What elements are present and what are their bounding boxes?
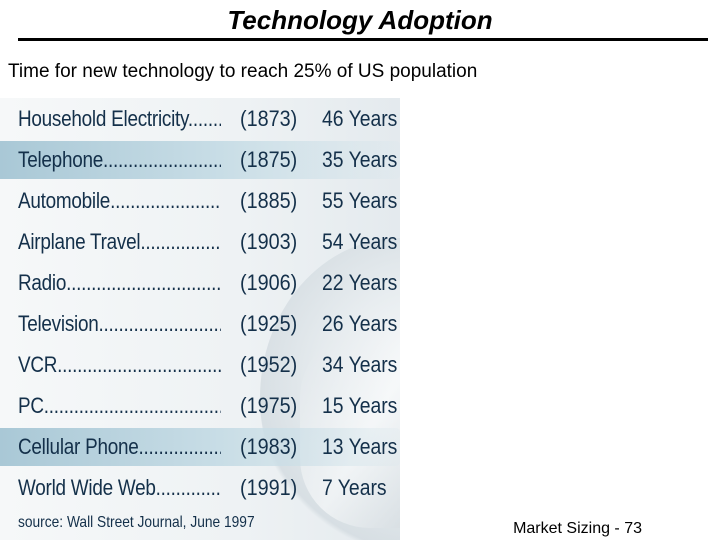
adoption-years: 34 Years bbox=[322, 352, 398, 377]
introduction-year: (1952) bbox=[240, 352, 298, 377]
adoption-years: 7 Years bbox=[322, 475, 387, 500]
title-underline bbox=[18, 38, 708, 41]
slide-title: Technology Adoption bbox=[227, 5, 493, 35]
adoption-years: 13 Years bbox=[322, 434, 398, 459]
adoption-years: 54 Years bbox=[322, 229, 398, 254]
adoption-years: 26 Years bbox=[322, 311, 398, 336]
table-row: Airplane Travel....................... (1… bbox=[0, 223, 400, 261]
introduction-year: (1875) bbox=[240, 147, 298, 172]
slide-subtitle: Time for new technology to reach 25% of … bbox=[8, 61, 478, 82]
introduction-year: (1906) bbox=[240, 270, 298, 295]
table-row: PC......................................… bbox=[0, 387, 400, 425]
adoption-years: 46 Years bbox=[322, 106, 398, 131]
technology-name: Cellular Phone........................ bbox=[18, 434, 221, 459]
introduction-year: (1991) bbox=[240, 475, 298, 500]
introduction-year: (1925) bbox=[240, 311, 298, 336]
table-row: World Wide Web..................... (1991… bbox=[0, 469, 400, 507]
table-row: Household Electricity............ (1873) 4… bbox=[0, 100, 400, 138]
adoption-table-image: Household Electricity............ (1873) 4… bbox=[0, 98, 400, 540]
introduction-year: (1903) bbox=[240, 229, 298, 254]
introduction-year: (1983) bbox=[240, 434, 298, 459]
introduction-year: (1873) bbox=[240, 106, 298, 131]
table-row: Telephone...............................… bbox=[0, 141, 400, 179]
table-row: Television..............................… bbox=[0, 305, 400, 343]
adoption-years: 15 Years bbox=[322, 393, 398, 418]
technology-name: Automobile.............................. bbox=[18, 188, 221, 213]
introduction-year: (1885) bbox=[240, 188, 298, 213]
slide-footer: Market Sizing - 73 bbox=[513, 520, 642, 537]
technology-name: Airplane Travel....................... bbox=[18, 229, 221, 254]
source-note: source: Wall Street Journal, June 1997 bbox=[18, 514, 255, 531]
technology-name: World Wide Web..................... bbox=[18, 475, 221, 500]
technology-name: Household Electricity............ bbox=[18, 106, 221, 131]
technology-name: Radio...................................… bbox=[18, 270, 221, 295]
table-row: Automobile..............................… bbox=[0, 182, 400, 220]
technology-name: Television..............................… bbox=[18, 311, 221, 336]
introduction-year: (1975) bbox=[240, 393, 298, 418]
table-row: Cellular Phone........................ (1… bbox=[0, 428, 400, 466]
technology-name: VCR.....................................… bbox=[18, 352, 221, 377]
adoption-years: 55 Years bbox=[322, 188, 398, 213]
table-row: Radio...................................… bbox=[0, 264, 400, 302]
technology-name: Telephone...............................… bbox=[18, 147, 221, 172]
table-row: VCR.....................................… bbox=[0, 346, 400, 384]
adoption-years: 22 Years bbox=[322, 270, 398, 295]
technology-name: PC......................................… bbox=[18, 393, 221, 418]
adoption-years: 35 Years bbox=[322, 147, 398, 172]
